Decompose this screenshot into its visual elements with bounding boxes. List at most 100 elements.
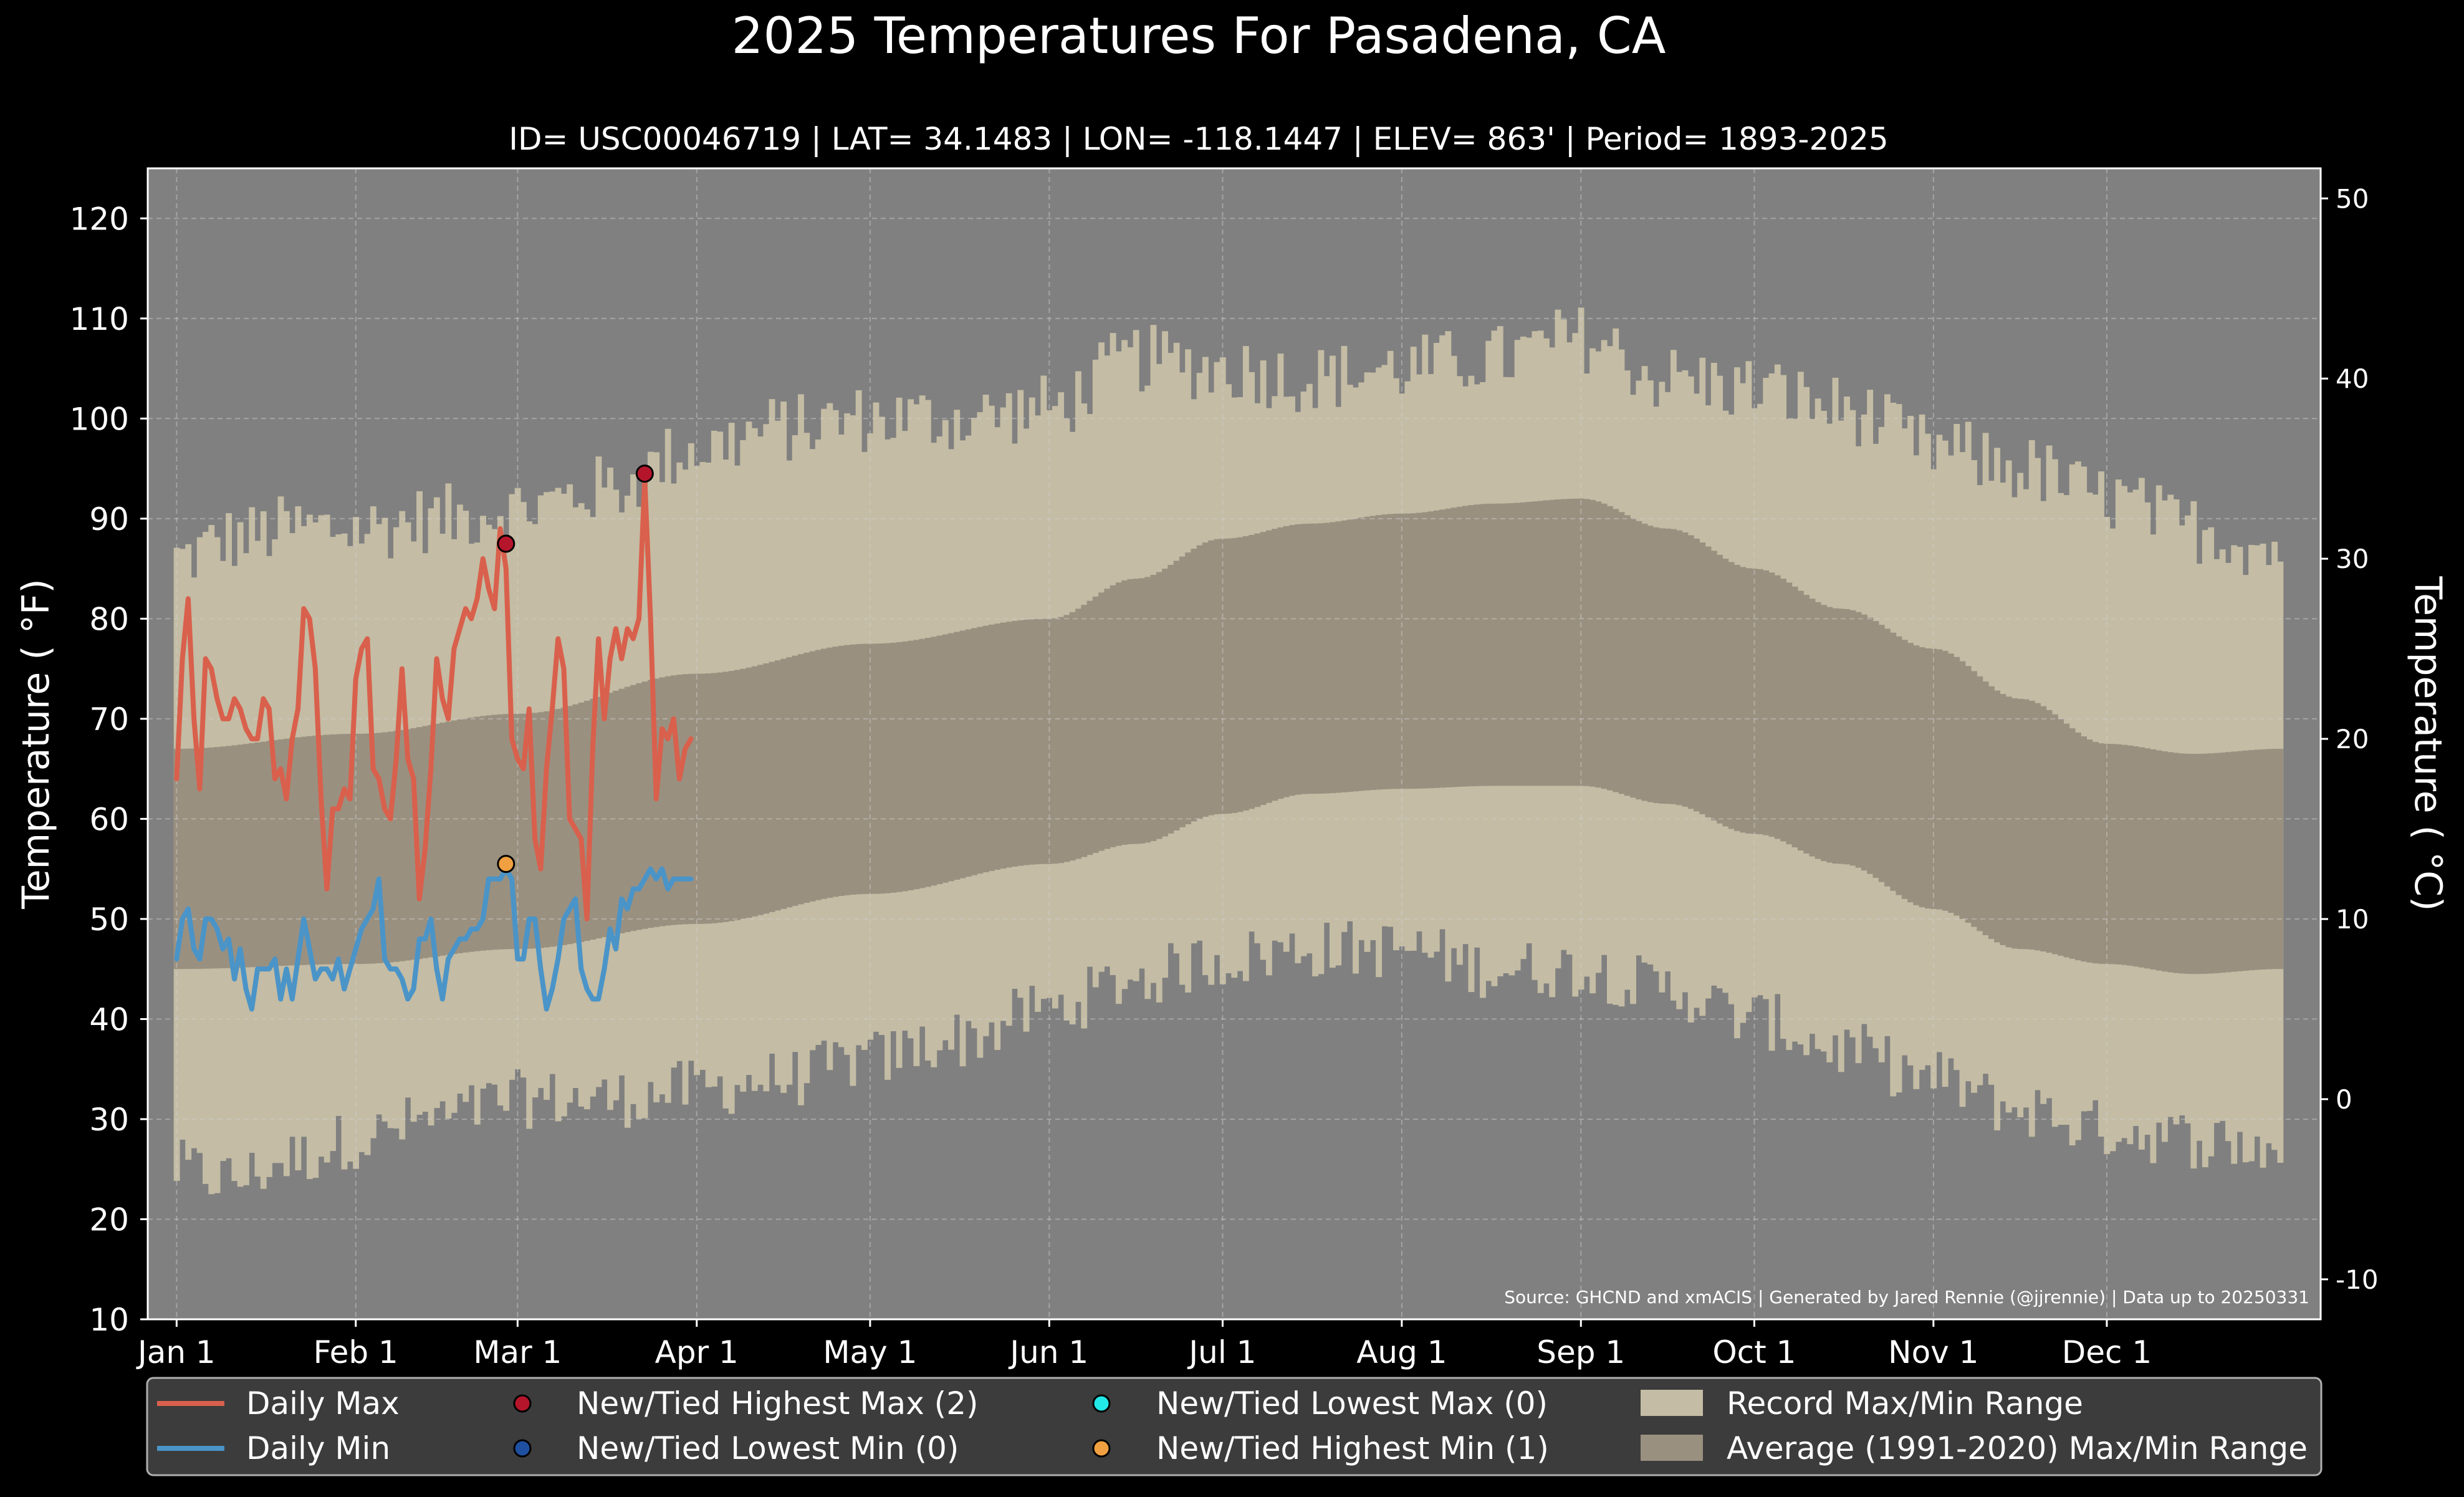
normal-range-bar	[2236, 751, 2243, 971]
normal-range-bar	[896, 642, 903, 892]
normal-range-bar	[330, 734, 336, 965]
normal-range-bar	[1733, 564, 1740, 831]
normal-range-bar	[1803, 595, 1810, 854]
normal-range-bar	[1035, 619, 1042, 865]
normal-range-bar	[1456, 506, 1463, 787]
plot-area: Source: GHCND and xmACIS | Generated by …	[146, 167, 2322, 1321]
normal-range-bar	[1410, 513, 1417, 789]
normal-range-bar	[399, 729, 406, 961]
normal-range-bar	[433, 723, 440, 957]
x-tick-label: Sep 1	[1536, 1334, 1625, 1370]
normal-range-bar	[272, 740, 279, 966]
normal-range-bar	[607, 693, 613, 936]
normal-range-bar	[2081, 736, 2088, 962]
normal-range-bar	[2028, 700, 2035, 950]
normal-range-bar	[855, 644, 862, 895]
normal-range-bar	[844, 645, 851, 895]
normal-range-bar	[1624, 515, 1631, 796]
normal-range-bar	[1092, 596, 1099, 853]
y-tick-label: 70	[89, 701, 129, 738]
normal-range-bar	[618, 688, 625, 933]
normal-range-bar	[2138, 747, 2145, 968]
normal-range-bar	[590, 698, 597, 940]
normal-range-bar	[1537, 501, 1544, 786]
normal-range-bar	[1191, 548, 1197, 822]
normal-range-bar	[959, 630, 966, 878]
normal-range-bar	[318, 735, 325, 965]
normal-range-bar	[1520, 502, 1527, 786]
normal-range-bar	[214, 747, 221, 969]
normal-range-bar	[2063, 723, 2070, 958]
normal-range-bar	[1480, 504, 1486, 786]
normal-range-bar	[1260, 532, 1267, 805]
normal-range-bar	[1167, 564, 1174, 834]
normal-range-bar	[2208, 753, 2215, 974]
x-tick-label: Nov 1	[1888, 1334, 1978, 1370]
normal-range-bar	[1069, 612, 1076, 861]
normal-range-bar	[1826, 607, 1833, 863]
normal-range-bar	[780, 658, 787, 909]
normal-range-bar	[1462, 506, 1469, 787]
normal-range-bar	[1821, 605, 1827, 862]
normal-range-bar	[942, 634, 949, 883]
normal-range-bar	[1728, 562, 1735, 829]
normal-range-bar	[1763, 570, 1770, 835]
normal-range-bar	[1283, 526, 1290, 797]
normal-range-bar	[1474, 504, 1480, 786]
legend-highest-min: New/Tied Highest Min (1)	[1156, 1430, 1549, 1466]
normal-range-bar	[745, 667, 752, 918]
chart-title: 2025 Temperatures For Pasadena, CA	[732, 7, 1666, 65]
normal-range-bar	[711, 673, 717, 923]
normal-range-bar	[2051, 714, 2058, 955]
normal-range-bar	[474, 716, 481, 951]
normal-range-bar	[387, 731, 394, 963]
normal-range-bar	[1173, 561, 1180, 830]
normal-range-bar	[1907, 643, 1914, 903]
legend-highest-min-marker	[1092, 1439, 1111, 1458]
normal-range-bar	[1139, 578, 1145, 844]
normal-range-bar	[312, 735, 319, 965]
normal-range-bar	[260, 741, 267, 967]
normal-range-bar	[1566, 499, 1573, 786]
normal-range-bar	[994, 623, 1001, 870]
y2-axis-label: Temperature ( °C)	[2406, 576, 2450, 912]
normal-range-bar	[2173, 753, 2180, 973]
normal-range-bar	[1249, 534, 1255, 809]
normal-range-bar	[2040, 706, 2047, 952]
normal-range-bar	[908, 640, 914, 890]
normal-range-bar	[2190, 754, 2197, 975]
normal-range-bar	[1318, 523, 1325, 794]
normal-range-bar	[1549, 499, 1556, 786]
x-tick-label: Jan 1	[136, 1334, 216, 1370]
normal-range-bar	[1023, 619, 1030, 865]
normal-range-bar	[1058, 617, 1065, 864]
normal-range-bar	[520, 713, 527, 949]
normal-range-bar	[1653, 527, 1660, 804]
normal-range-bar	[1890, 632, 1897, 891]
normal-range-bar	[1196, 545, 1203, 819]
normal-range-bar	[924, 638, 931, 887]
normal-range-bar	[1225, 538, 1232, 814]
normal-range-bar	[1930, 648, 1937, 909]
normal-range-bar	[2225, 752, 2232, 973]
normal-range-bar	[277, 739, 284, 966]
normal-range-bar	[878, 643, 885, 894]
normal-range-bar	[480, 716, 486, 951]
normal-range-bar	[2115, 744, 2122, 965]
normal-range-bar	[2196, 753, 2203, 975]
y-tick-label: 30	[89, 1102, 129, 1138]
normal-range-bar	[1578, 498, 1584, 786]
normal-range-bar	[1433, 510, 1440, 788]
normal-range-bar	[694, 673, 701, 924]
normal-range-bar	[457, 719, 463, 953]
normal-range-bar	[1150, 575, 1157, 841]
normal-range-bar	[2069, 728, 2076, 959]
normal-range-bar	[1127, 579, 1134, 844]
normal-range-bar	[1786, 582, 1793, 845]
record-markers	[497, 465, 654, 874]
normal-range-bar	[1450, 508, 1457, 787]
normal-range-bar	[2179, 753, 2185, 974]
legend-record-range-swatch	[1641, 1390, 1703, 1416]
normal-range-bar	[913, 640, 920, 890]
